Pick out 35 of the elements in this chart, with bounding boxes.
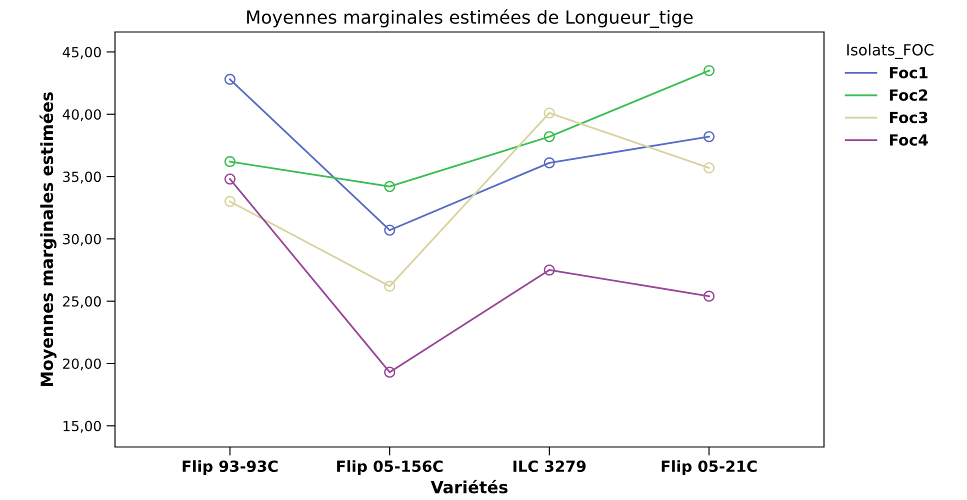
x-tick-label: ILC 3279	[514, 460, 586, 472]
y-tick-label: 20,00	[63, 358, 101, 370]
y-tick-label: 15,00	[64, 420, 101, 433]
point	[544, 107, 555, 119]
legend-label: Foc3	[890, 112, 928, 124]
y-axis-title: Moyennes marginales estimées	[40, 92, 56, 386]
legend-label: Foc1	[890, 67, 928, 78]
point	[703, 162, 715, 174]
x-tick-label: Flip 05-21C	[662, 460, 757, 475]
legend-title: Isolats_FOC	[847, 44, 934, 59]
point	[224, 156, 236, 168]
chart-title: Moyennes marginales estimées de Longueur_tige	[247, 9, 693, 28]
point	[384, 180, 396, 192]
y-tick-label: 45,00	[62, 46, 101, 59]
point	[703, 290, 715, 302]
x-axis-title: Variétés	[430, 480, 508, 494]
point	[224, 174, 236, 185]
y-tick-label: 40,00	[62, 109, 101, 122]
point	[224, 74, 236, 85]
point	[544, 264, 555, 276]
y-tick-label: 30,00	[63, 234, 101, 246]
point	[544, 157, 555, 168]
legend-label: Foc2	[890, 89, 928, 101]
point	[384, 366, 396, 378]
point	[703, 65, 715, 76]
x-tick-label: Flip 93-93C	[182, 460, 278, 475]
point	[384, 280, 396, 292]
point	[703, 131, 715, 142]
point	[224, 196, 236, 208]
y-tick-label: 35,00	[63, 172, 101, 184]
y-tick-label: 25,00	[63, 296, 101, 308]
x-tick-label: Flip 05-156C	[337, 460, 443, 475]
point	[384, 224, 396, 236]
point	[544, 131, 555, 142]
legend-label: Foc4	[890, 134, 928, 146]
